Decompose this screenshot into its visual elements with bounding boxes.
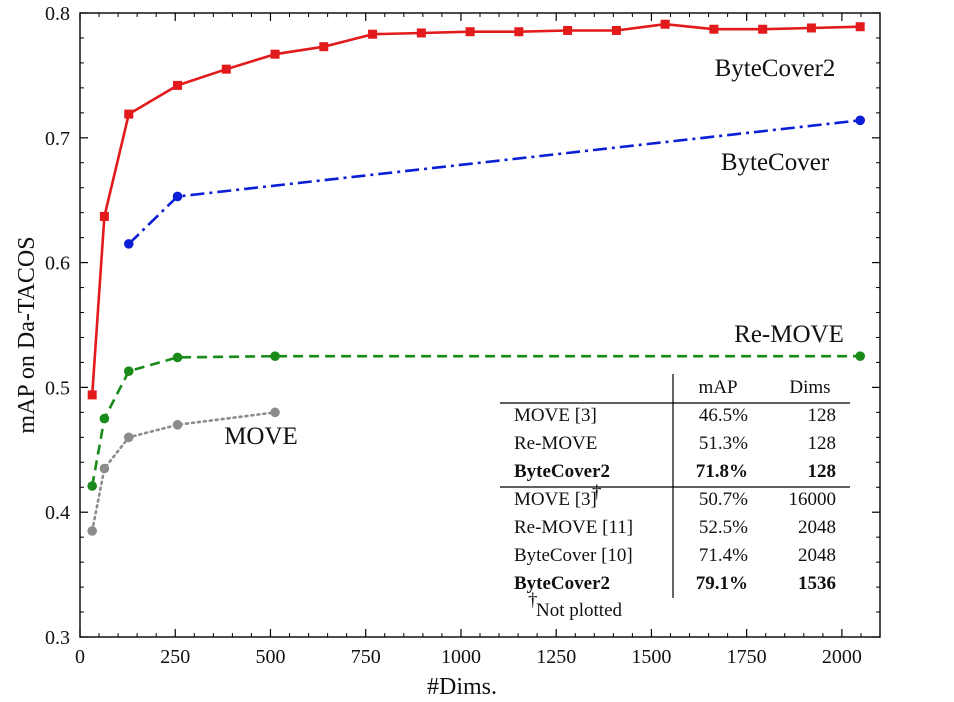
data-point-re-move xyxy=(270,351,280,362)
data-point-bytecover2 xyxy=(87,390,97,400)
data-point-bytecover2 xyxy=(563,25,573,35)
data-point-bytecover2 xyxy=(124,109,134,119)
table-row-1-method: MOVE [3] xyxy=(514,405,597,426)
y-tick-label: 0.5 xyxy=(45,377,70,399)
series-line-bytecover2 xyxy=(90,22,861,395)
series-line-re-move xyxy=(90,354,861,487)
data-point-bytecover2 xyxy=(660,19,670,29)
data-point-bytecover2 xyxy=(270,49,280,59)
y-tick-label: 0.7 xyxy=(45,128,70,150)
data-point-bytecover2 xyxy=(465,27,475,37)
data-point-bytecover xyxy=(123,239,134,249)
data-point-bytecover2 xyxy=(221,64,231,74)
series-re-move xyxy=(87,351,865,491)
table-row-2-dims: 128 xyxy=(808,433,837,454)
data-point-move xyxy=(99,463,110,474)
table-row-3-dims: 128 xyxy=(808,461,837,482)
table-row-7-method: ByteCover2 xyxy=(514,573,610,594)
table-footnote-mark: † xyxy=(528,590,538,611)
table-row-4-dims: 16000 xyxy=(789,489,837,510)
table-row-4-method: MOVE [3] xyxy=(514,489,597,510)
data-point-move xyxy=(172,420,183,430)
table-row-4-dagger: † xyxy=(592,482,602,503)
table-footnote: Not plotted xyxy=(536,600,623,621)
data-point-bytecover2 xyxy=(368,29,378,39)
y-tick-label: 0.6 xyxy=(45,253,70,275)
x-tick-label: 1000 xyxy=(441,646,481,668)
data-point-bytecover2 xyxy=(758,24,768,34)
table-row-5-method: Re-MOVE [11] xyxy=(514,517,633,538)
data-point-bytecover2 xyxy=(416,28,426,38)
x-axis-label: #Dims. xyxy=(427,674,497,700)
data-point-re-move xyxy=(855,351,865,362)
table-row-2-map: 51.3% xyxy=(699,433,748,454)
results-table: mAP Dims MOVE [3] 46.5% 128 Re-MOVE 51.3… xyxy=(500,374,850,621)
x-tick-label: 500 xyxy=(255,646,285,668)
x-tick-label: 750 xyxy=(351,646,381,668)
table-row-5-dims: 2048 xyxy=(798,517,836,538)
data-point-bytecover2 xyxy=(855,22,865,32)
table-row-7-dims: 1536 xyxy=(798,573,836,594)
data-point-bytecover2 xyxy=(99,211,109,221)
table-row-6-method: ByteCover [10] xyxy=(514,545,633,566)
tick-labels: 0 250 500 750 1000 1250 1500 1750 2000 0.3 0.4 0.5 0… xyxy=(45,3,862,668)
table-row-1-dims: 128 xyxy=(808,405,837,426)
x-tick-label: 0 xyxy=(75,646,85,668)
data-point-re-move xyxy=(99,413,110,424)
x-tick-label: 1750 xyxy=(727,646,767,668)
y-axis-label: mAP on Da-TACOS xyxy=(14,236,40,433)
table-row-3-method: ByteCover2 xyxy=(514,461,610,482)
series-bytecover xyxy=(123,115,865,249)
table-header-dims: Dims xyxy=(789,377,830,398)
data-point-bytecover2 xyxy=(173,80,183,90)
data-point-bytecover xyxy=(172,191,183,202)
data-point-re-move xyxy=(87,481,97,491)
series-label-bytecover: ByteCover xyxy=(721,149,830,176)
x-tick-label: 2000 xyxy=(822,646,862,668)
series-bytecover2 xyxy=(87,19,865,400)
data-point-move xyxy=(270,407,280,418)
series-layer xyxy=(87,19,865,536)
series-label-bytecover2: ByteCover2 xyxy=(715,55,836,82)
data-point-re-move xyxy=(172,352,183,363)
x-tick-label: 250 xyxy=(160,646,190,668)
data-point-bytecover2 xyxy=(611,25,621,35)
data-point-bytecover2 xyxy=(514,27,524,37)
x-tick-label: 1500 xyxy=(631,646,671,668)
data-point-bytecover2 xyxy=(709,24,719,34)
data-point-re-move xyxy=(123,366,134,376)
table-row-5-map: 52.5% xyxy=(699,517,748,538)
table-row-4-map: 50.7% xyxy=(699,489,748,510)
y-tick-label: 0.3 xyxy=(45,627,70,649)
data-point-move xyxy=(123,432,134,443)
plot-frame xyxy=(79,12,881,638)
series-label-re-move: Re-MOVE xyxy=(734,321,844,348)
data-point-bytecover xyxy=(855,115,865,126)
table-row-6-dims: 2048 xyxy=(798,545,836,566)
table-header-map: mAP xyxy=(698,377,737,398)
table-row-3-map: 71.8% xyxy=(696,461,748,482)
data-point-bytecover2 xyxy=(319,42,329,52)
series-label-move: MOVE xyxy=(224,423,298,450)
table-row-1-map: 46.5% xyxy=(699,405,748,426)
table-row-2-method: Re-MOVE xyxy=(514,433,597,454)
y-tick-label: 0.8 xyxy=(45,3,70,25)
y-tick-label: 0.4 xyxy=(45,502,70,524)
data-point-move xyxy=(87,526,97,536)
table-row-6-map: 71.4% xyxy=(699,545,748,566)
x-tick-label: 1250 xyxy=(536,646,576,668)
data-point-bytecover2 xyxy=(806,23,816,33)
series-line-bytecover xyxy=(127,119,861,245)
series-move xyxy=(87,407,280,536)
table-row-7-map: 79.1% xyxy=(696,573,748,594)
